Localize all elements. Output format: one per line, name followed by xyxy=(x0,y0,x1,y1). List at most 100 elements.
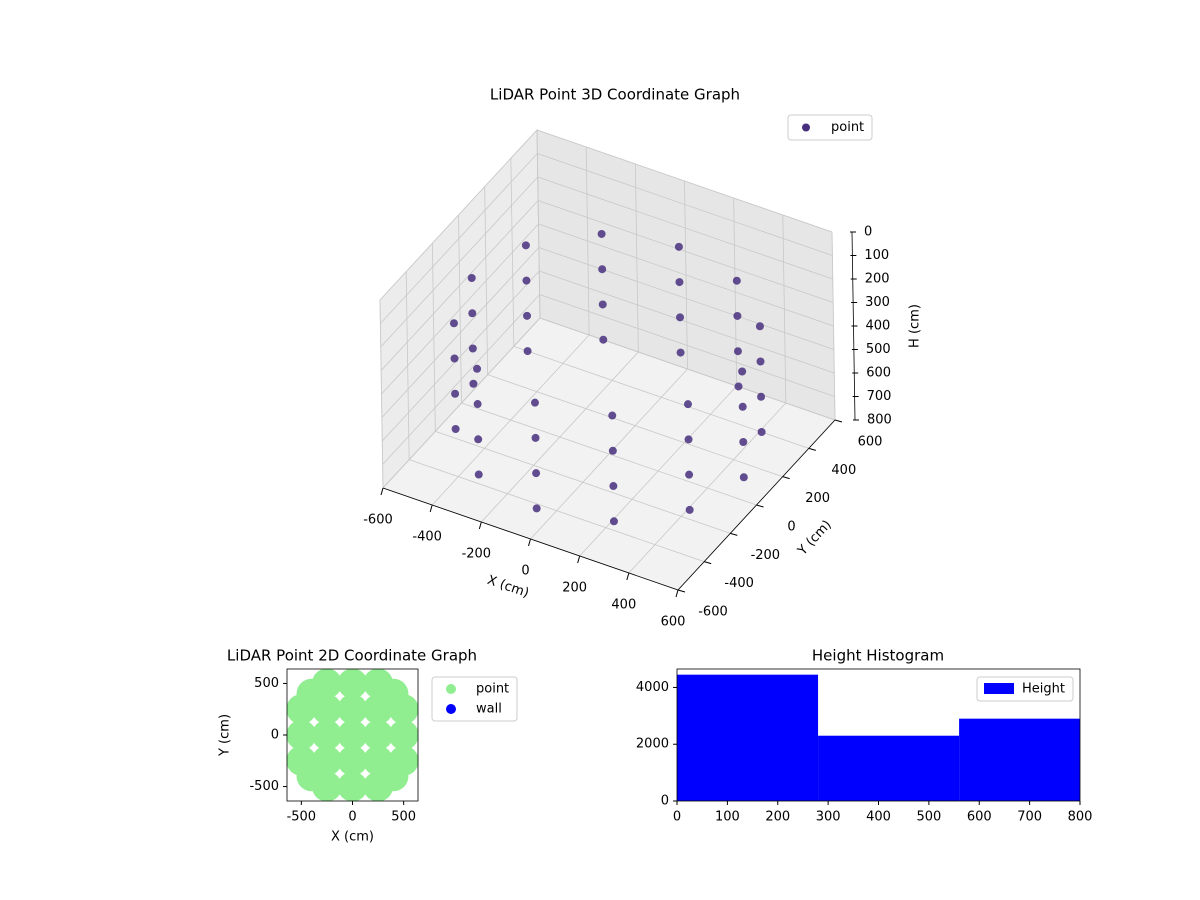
point xyxy=(675,278,684,287)
point xyxy=(337,669,368,699)
grid-line xyxy=(537,200,834,303)
point xyxy=(733,311,742,320)
grid-line xyxy=(381,223,539,395)
z-tick-label: 200 xyxy=(865,272,890,287)
grid-line xyxy=(382,317,541,489)
z-axis xyxy=(851,231,856,421)
y-tick xyxy=(834,419,843,423)
bar xyxy=(818,735,960,801)
bar xyxy=(959,718,1080,801)
point xyxy=(311,771,342,801)
y-tick-label: 0 xyxy=(787,520,795,535)
x-tick xyxy=(675,589,679,598)
y-axis-label: Y (cm) xyxy=(795,518,835,560)
point xyxy=(468,344,477,353)
point xyxy=(676,313,685,322)
x-tick-label: 700 xyxy=(1017,810,1042,825)
point xyxy=(734,382,743,391)
point xyxy=(733,347,742,356)
point xyxy=(739,438,748,446)
y-axis-label: Y (cm) xyxy=(218,714,233,757)
x-tick-label: 500 xyxy=(391,810,416,825)
y-tick-label: -400 xyxy=(724,576,754,591)
x-tick xyxy=(528,538,531,547)
bar xyxy=(677,674,819,801)
point xyxy=(468,309,477,318)
plot-area xyxy=(677,674,1080,801)
point xyxy=(473,400,482,409)
y-tick-label: 400 xyxy=(831,463,856,478)
x-tick-label: 100 xyxy=(715,810,740,825)
x-tick-label: 200 xyxy=(562,581,587,596)
legend-label: wall xyxy=(476,702,502,717)
point xyxy=(532,469,541,478)
point xyxy=(598,265,607,274)
point xyxy=(531,433,540,442)
point xyxy=(676,348,685,357)
grid-line xyxy=(539,294,835,397)
point xyxy=(685,470,694,479)
point xyxy=(597,229,606,238)
plot-area xyxy=(287,669,418,801)
y-tick-label: -600 xyxy=(698,605,728,620)
point xyxy=(337,771,368,801)
grid-line xyxy=(487,374,783,478)
chart-3d: -600-400-2000200400600-600-400-200020040… xyxy=(363,86,922,630)
x-tick xyxy=(429,504,433,513)
point xyxy=(608,446,617,455)
point xyxy=(474,470,483,479)
grid-line xyxy=(381,270,540,442)
point xyxy=(451,424,460,433)
x-tick xyxy=(577,555,581,564)
grid-line xyxy=(382,294,540,465)
chart-title: LiDAR Point 3D Coordinate Graph xyxy=(490,86,740,104)
x-tick xyxy=(478,521,482,530)
point xyxy=(287,720,317,750)
point xyxy=(684,435,693,444)
grid-line xyxy=(537,153,833,256)
x-tick-label: -200 xyxy=(462,547,492,562)
point xyxy=(522,276,531,285)
point xyxy=(532,504,541,513)
legend-marker xyxy=(446,704,456,714)
grid-line xyxy=(538,247,835,350)
x-tick-label: 400 xyxy=(611,598,636,613)
point xyxy=(287,745,317,776)
grid-line xyxy=(537,176,833,280)
point xyxy=(523,311,532,320)
point xyxy=(738,367,747,376)
point xyxy=(674,242,683,251)
z-tick-label: 800 xyxy=(867,413,892,428)
point xyxy=(388,694,418,725)
y-tick xyxy=(704,561,712,565)
point xyxy=(683,400,692,409)
legend-box xyxy=(787,114,873,141)
z-tick-label: 0 xyxy=(864,225,872,240)
point xyxy=(467,274,476,282)
y-axis xyxy=(677,419,836,591)
x-tick-label: 0 xyxy=(673,810,681,825)
point xyxy=(337,745,368,776)
point xyxy=(738,402,747,411)
x-tick-label: -400 xyxy=(412,530,442,545)
point xyxy=(598,300,607,309)
x-tick-label: 0 xyxy=(521,564,529,579)
z-tick-label: 300 xyxy=(865,295,890,310)
y-tick-label: 600 xyxy=(858,435,883,450)
point xyxy=(530,398,539,407)
point xyxy=(609,517,618,526)
y-tick-label: -500 xyxy=(249,779,279,794)
y-tick-label: 500 xyxy=(254,676,279,691)
point xyxy=(739,473,748,482)
legend-patch xyxy=(984,683,1014,694)
grid-line xyxy=(536,129,833,233)
legend-marker xyxy=(446,684,456,694)
point xyxy=(388,745,418,776)
point xyxy=(732,276,741,285)
x-tick-label: 400 xyxy=(866,810,891,825)
chart-title: LiDAR Point 2D Coordinate Graph xyxy=(227,647,477,665)
grid-line xyxy=(409,459,705,563)
legend-label: point xyxy=(476,682,509,697)
z-tick-label: 600 xyxy=(866,366,891,381)
y-tick xyxy=(756,504,764,508)
